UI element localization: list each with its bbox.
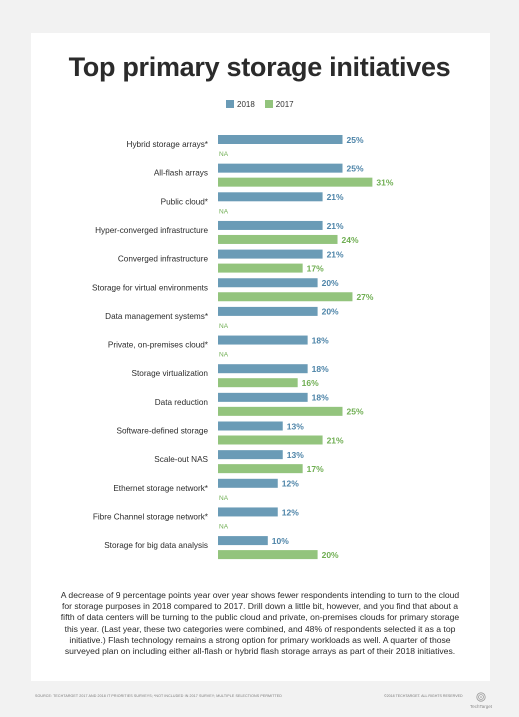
data-label-2018: 25% — [347, 163, 364, 173]
data-label-2018: 13% — [287, 421, 304, 431]
category-label: Storage virtualization — [132, 369, 209, 378]
na-label-2017: NA — [219, 323, 229, 330]
category-label: Storage for big data analysis — [104, 541, 208, 550]
bar-2018 — [218, 163, 343, 173]
data-label-2018: 13% — [287, 450, 304, 460]
bar-2018 — [218, 536, 268, 546]
bar-2018 — [218, 364, 308, 374]
data-label-2018: 20% — [322, 307, 339, 317]
bar-2017 — [218, 234, 338, 244]
data-label-2018: 25% — [347, 135, 364, 145]
category-label: Storage for virtual environments — [92, 283, 208, 292]
bar-2018 — [218, 421, 283, 431]
data-label-2018: 12% — [282, 507, 299, 517]
bar-2017 — [218, 378, 298, 388]
category-label: Data reduction — [155, 398, 209, 407]
chart-title: Top primary storage initiatives — [68, 52, 451, 82]
bar-2017 — [218, 464, 303, 474]
data-label-2018: 18% — [312, 364, 329, 374]
bar-2018 — [218, 135, 343, 144]
bar-2018 — [218, 192, 323, 202]
data-label-2017: 27% — [356, 292, 373, 302]
category-label: Public cloud* — [161, 197, 209, 206]
chart-legend: 2018 2017 — [226, 98, 304, 110]
copyright-note: ©2018 TECHTARGET. ALL RIGHTS RESERVED — [384, 694, 463, 698]
legend-swatch-2017 — [264, 100, 273, 108]
na-label-2017: NA — [219, 495, 229, 502]
bar-2017 — [218, 406, 343, 416]
data-label-2018: 21% — [327, 192, 344, 202]
chart-description: A decrease of 9 percentage points year o… — [60, 590, 460, 657]
bar-2018 — [218, 478, 278, 488]
legend-swatch-2018 — [226, 100, 234, 108]
data-label-2018: 18% — [312, 393, 329, 403]
category-label: Data management systems* — [105, 312, 209, 321]
category-label: Ethernet storage network* — [113, 484, 208, 493]
bar-2018 — [218, 507, 278, 517]
source-note: SOURCE: TECHTARGET 2017 AND 2018 IT PRIO… — [35, 694, 282, 698]
category-label: All-flash arrays — [154, 169, 208, 178]
category-label: Hyper-converged infrastructure — [95, 226, 208, 235]
data-label-2018: 21% — [327, 249, 344, 259]
data-label-2018: 20% — [322, 278, 339, 288]
bar-2017 — [218, 550, 318, 560]
legend-item-2017: 2017 — [264, 99, 294, 109]
category-label: Scale-out NAS — [154, 455, 208, 464]
data-label-2017: 25% — [347, 407, 364, 417]
bar-2017 — [218, 435, 323, 445]
data-label-2017: 21% — [327, 435, 344, 445]
category-label: Fibre Channel storage network* — [93, 512, 209, 521]
category-label: Converged infrastructure — [118, 255, 209, 264]
legend-label-2018: 2018 — [237, 99, 255, 109]
bar-2018 — [218, 392, 308, 402]
bar-2017 — [218, 177, 373, 187]
bar-2018 — [218, 278, 318, 288]
data-label-2017: 17% — [307, 464, 324, 474]
bar-2017 — [218, 263, 303, 273]
category-label: Private, on-premises cloud* — [108, 341, 209, 350]
data-label-2018: 21% — [327, 221, 344, 231]
data-label-2017: 24% — [342, 235, 359, 245]
bar-2018 — [218, 220, 323, 230]
bar-2018 — [218, 450, 283, 460]
na-label-2017: NA — [219, 208, 229, 215]
na-label-2017: NA — [219, 523, 229, 530]
techtarget-logo-text: TechTarget — [470, 704, 493, 709]
category-label: Hybrid storage arrays* — [127, 140, 209, 149]
bar-2017 — [218, 292, 353, 302]
data-label-2017: 20% — [322, 550, 339, 560]
bar-2018 — [218, 249, 323, 259]
data-label-2017: 16% — [302, 378, 319, 388]
techtarget-logo-icon — [476, 692, 486, 702]
na-label-2017: NA — [219, 352, 229, 359]
data-label-2018: 18% — [312, 335, 329, 345]
data-label-2018: 10% — [272, 536, 289, 546]
legend-item-2018: 2018 — [226, 100, 255, 109]
data-label-2017: 17% — [307, 263, 324, 273]
legend-label-2017: 2017 — [275, 99, 294, 109]
bar-2018 — [218, 335, 308, 345]
data-label-2017: 31% — [376, 177, 393, 187]
data-label-2018: 12% — [282, 479, 299, 489]
bar-2018 — [218, 306, 318, 316]
category-label: Software-defined storage — [117, 427, 209, 436]
na-label-2017: NA — [219, 151, 229, 158]
